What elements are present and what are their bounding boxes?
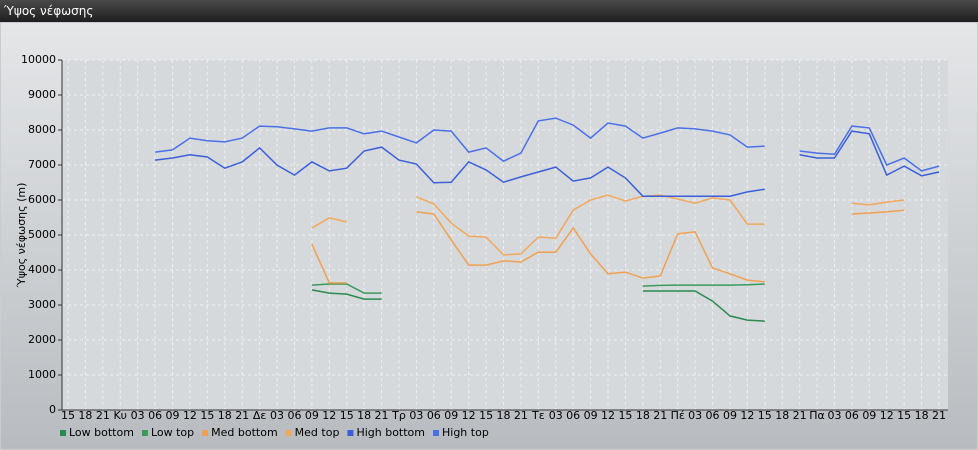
legend-marker [202, 430, 209, 436]
y-axis-label: Ύψος νέφωσης (m) [15, 183, 28, 289]
y-tick-label: 5000 [28, 228, 56, 241]
x-tick-label: 18 [915, 409, 929, 422]
series-line [311, 283, 765, 294]
legend-marker [433, 430, 439, 436]
x-tick-label: 15 [618, 409, 632, 422]
x-tick-label: 21 [653, 409, 667, 422]
legend-label: Low bottom [69, 426, 134, 439]
x-tick-label: 12 [740, 409, 754, 422]
x-tick-label: 15 [758, 409, 772, 422]
y-tick-label: 3000 [28, 298, 56, 311]
legend-label: Med bottom [211, 426, 278, 439]
x-tick-label: 09 [444, 409, 458, 422]
y-tick-label: 1000 [28, 368, 56, 381]
y-tick-label: 9000 [28, 88, 56, 101]
legend-marker [285, 430, 292, 436]
y-tick-label: 6000 [28, 193, 56, 206]
x-tick-label: Δε [253, 409, 267, 422]
y-tick-label: 4000 [28, 263, 56, 276]
x-tick-label: 18 [78, 409, 92, 422]
y-tick-label: 7000 [28, 158, 56, 171]
x-tick-label: 12 [183, 409, 197, 422]
x-tick-label: 18 [636, 409, 650, 422]
x-tick-label: 12 [601, 409, 615, 422]
x-tick-label: 21 [96, 409, 110, 422]
x-tick-label: 15 [200, 409, 214, 422]
legend-label: Med top [295, 426, 340, 439]
x-tick-label: 18 [775, 409, 789, 422]
x-tick-label: 12 [880, 409, 894, 422]
x-tick-label: 18 [218, 409, 232, 422]
y-tick-label: 8000 [28, 123, 56, 136]
legend-marker [141, 430, 148, 436]
x-tick-label: 06 [845, 409, 859, 422]
x-tick-label: 03 [270, 409, 284, 422]
x-tick-label: 21 [235, 409, 249, 422]
x-tick-label: 09 [723, 409, 737, 422]
legend-label: Low top [151, 426, 194, 439]
x-tick-label: Τε [531, 409, 545, 422]
x-tick-label: 21 [793, 409, 807, 422]
x-tick-label: Πέ [671, 409, 685, 422]
x-tick-label: 03 [409, 409, 423, 422]
x-tick-label: 15 [897, 409, 911, 422]
x-tick-label: 03 [549, 409, 563, 422]
x-tick-label: 18 [497, 409, 511, 422]
series-line [311, 194, 905, 256]
x-tick-label: 06 [148, 409, 162, 422]
x-tick-label: 09 [166, 409, 180, 422]
x-tick-label: 06 [706, 409, 720, 422]
x-tick-label: 06 [427, 409, 441, 422]
y-tick-label: 2000 [28, 333, 56, 346]
x-tick-label: 03 [688, 409, 702, 422]
x-tick-label: 06 [566, 409, 580, 422]
x-tick-label: 09 [305, 409, 319, 422]
x-tick-label: 15 [61, 409, 75, 422]
x-tick-label: 21 [932, 409, 946, 422]
x-tick-label: 12 [462, 409, 476, 422]
x-tick-label: 12 [322, 409, 336, 422]
title-bar: Ύψος νέφωσης [0, 0, 978, 22]
x-tick-label: 18 [357, 409, 371, 422]
y-tick-label: 10000 [21, 53, 56, 66]
x-tick-label: 03 [131, 409, 145, 422]
x-tick-label: 21 [514, 409, 528, 422]
x-tick-label: 15 [479, 409, 493, 422]
series-line [311, 289, 765, 322]
chart: Ύψος νέφωσης (m) 0 1000 2000 3000 4000 5000 60… [1, 23, 977, 449]
x-tick-label: Πα [809, 409, 825, 422]
x-tick-label: 09 [862, 409, 876, 422]
legend-marker [60, 430, 66, 436]
x-tick-label: Κυ [113, 409, 127, 422]
x-tick-label: 09 [584, 409, 598, 422]
x-tick-label: Τρ [391, 409, 406, 422]
series-line [155, 130, 940, 197]
legend-marker [347, 430, 354, 436]
x-tick-label: 03 [827, 409, 841, 422]
x-tick-label: 21 [375, 409, 389, 422]
x-tick-label: 15 [340, 409, 354, 422]
series-line [155, 117, 940, 172]
x-tick-label: 06 [287, 409, 301, 422]
series-line [311, 209, 905, 284]
y-tick-label: 0 [49, 403, 56, 416]
legend-label: High bottom [356, 426, 425, 439]
legend-label: High top [442, 426, 489, 439]
